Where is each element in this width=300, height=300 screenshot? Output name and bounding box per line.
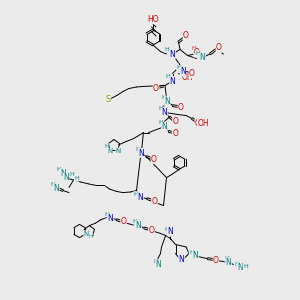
Text: O: O [195,118,201,127]
Text: O: O [153,84,159,93]
Text: N: N [138,148,144,158]
Text: H: H [74,176,79,181]
Text: N: N [193,251,199,260]
Text: H: H [176,65,181,70]
Text: H: H [196,51,200,56]
Text: N: N [84,231,89,237]
Text: N: N [107,214,113,223]
Text: H: H [158,106,163,111]
Text: OH: OH [198,119,209,128]
Text: N: N [161,108,167,117]
Text: H: H [134,192,138,197]
Text: N: N [53,184,59,193]
Text: H: H [161,95,166,100]
Text: H: H [70,172,74,176]
Text: H: H [132,219,137,224]
Text: H: H [243,264,248,269]
Text: O: O [213,256,219,265]
Text: H: H [166,74,170,79]
Text: O: O [172,117,178,126]
Text: N: N [161,122,167,131]
Text: N: N [200,53,206,62]
Text: N: N [226,258,232,267]
Text: N: N [237,263,243,272]
Text: N: N [169,76,175,85]
Text: N: N [155,260,161,269]
Text: N: N [167,227,173,236]
Text: H: H [56,167,61,172]
Text: HO: HO [147,15,159,24]
Text: N: N [164,97,170,106]
Text: H: H [89,234,93,239]
Text: H: H [153,259,158,264]
Text: H: H [189,250,194,254]
Text: N: N [137,193,143,202]
Text: N: N [63,173,69,182]
Text: O: O [194,48,200,57]
Text: H: H [104,212,109,217]
Text: O: O [178,103,184,112]
Text: N: N [136,220,142,230]
Text: O: O [189,69,195,78]
Text: N: N [169,50,175,58]
Text: H: H [234,262,239,266]
Text: S: S [105,94,111,103]
Text: O: O [216,44,222,52]
Text: N: N [107,148,112,154]
Text: O: O [152,196,158,206]
Text: N: N [180,67,186,76]
Text: O: O [172,129,178,138]
Text: N: N [116,148,121,154]
Text: O: O [183,32,189,40]
Text: H: H [224,256,229,261]
Text: OH: OH [182,74,193,82]
Text: H: H [164,47,169,52]
Text: H: H [50,182,55,187]
Text: H: H [159,121,164,125]
Text: O: O [121,218,127,226]
Text: N: N [60,169,66,178]
Text: O: O [151,154,157,164]
Text: H: H [191,46,196,50]
Text: H: H [135,147,140,152]
Text: H: H [104,144,109,148]
Text: N: N [178,255,184,264]
Text: O: O [148,226,154,235]
Text: H: H [164,227,169,232]
